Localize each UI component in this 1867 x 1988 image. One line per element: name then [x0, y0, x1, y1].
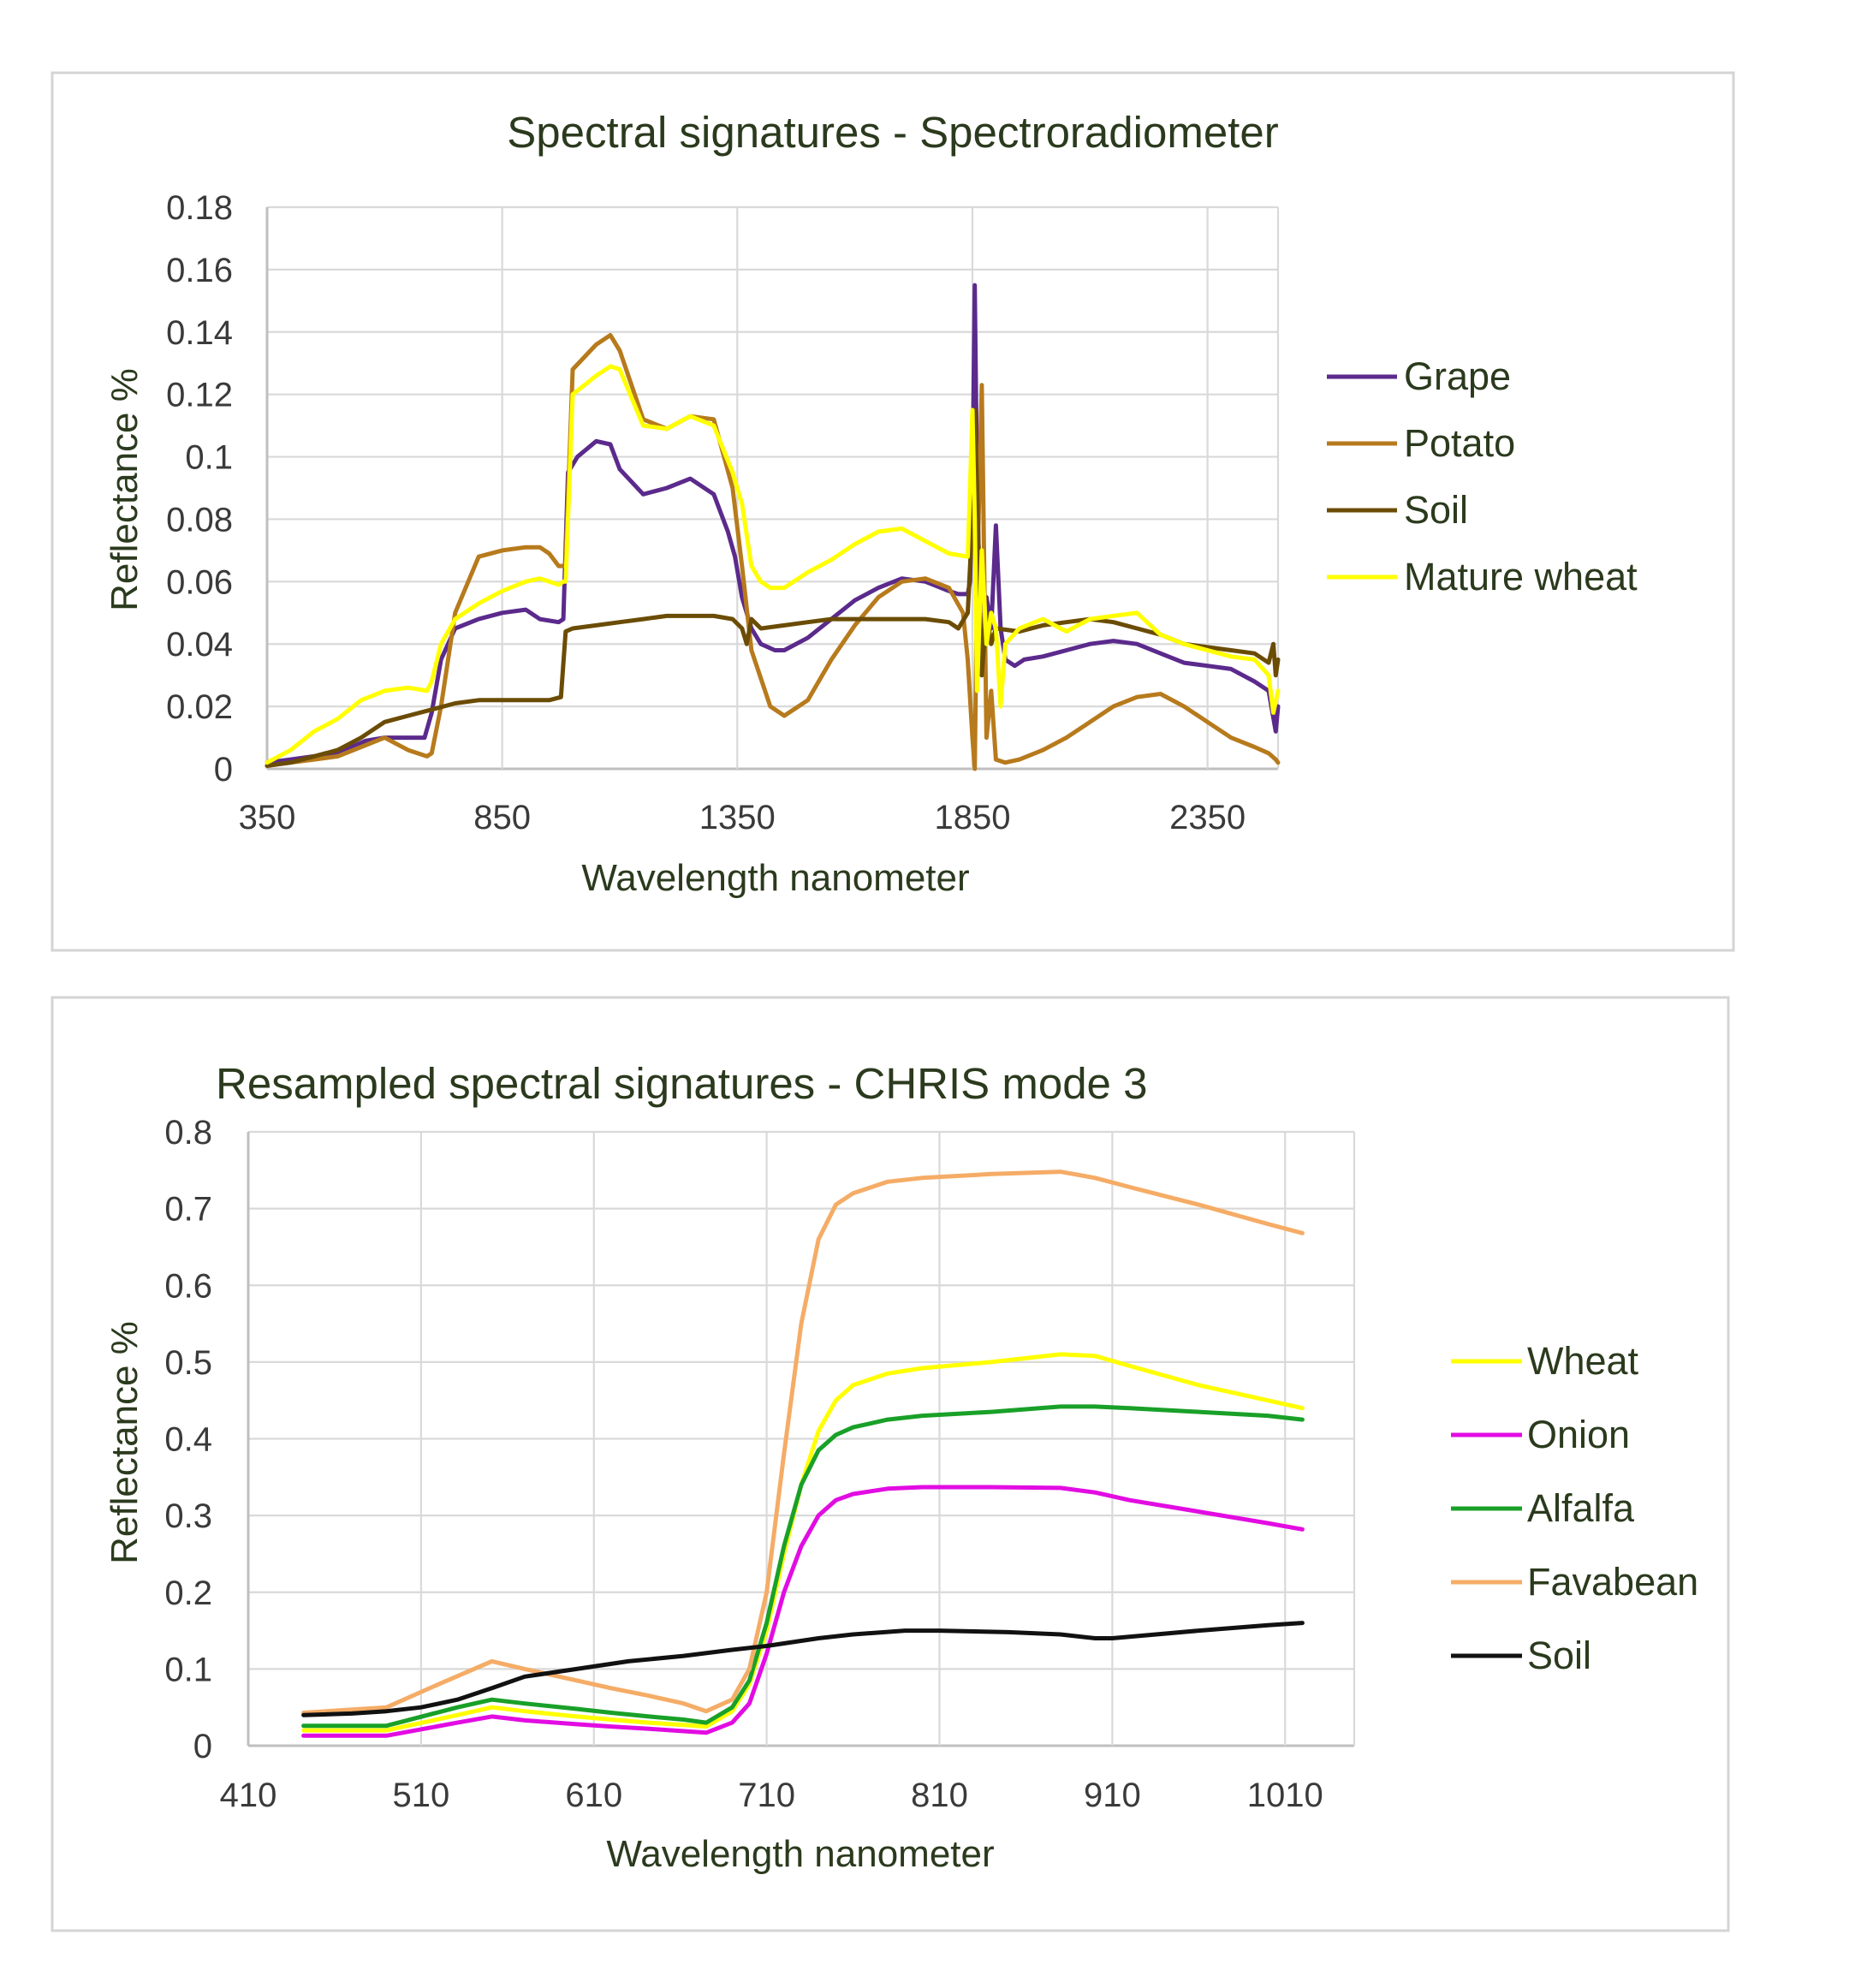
legend-label: Soil	[1404, 488, 1468, 532]
y-tick-label: 0	[193, 1728, 212, 1765]
x-tick-label: 1010	[1247, 1777, 1323, 1814]
y-tick-label: 0.2	[164, 1574, 212, 1612]
y-tick-label: 0.1	[185, 439, 233, 477]
x-tick-label: 810	[911, 1777, 968, 1814]
y-tick-label: 0.02	[166, 688, 233, 726]
y-tick-label: 0.16	[166, 252, 233, 289]
legend-item-mature-wheat: Mature wheat	[1327, 555, 1638, 598]
legend-label: Grape	[1404, 354, 1511, 398]
x-tick-label: 850	[473, 799, 531, 836]
legend-label: Onion	[1527, 1413, 1630, 1456]
chart-frame	[51, 71, 1735, 952]
chris-mode3-chart: Resampled spectral signatures - CHRIS mo…	[51, 996, 1730, 1932]
y-tick-label: 0.5	[164, 1344, 212, 1382]
y-tick-label: 0.14	[166, 314, 233, 352]
legend-label: Favabean	[1527, 1560, 1698, 1604]
series-line-soil	[265, 408, 1281, 768]
series-line-onion	[301, 1485, 1305, 1738]
y-tick-label: 0.8	[164, 1114, 212, 1152]
legend-label: Mature wheat	[1404, 555, 1638, 598]
legend: Wheat Onion Alfalfa Favabean Soil	[1451, 1339, 1698, 1677]
legend-label: Potato	[1404, 421, 1515, 465]
legend-item-onion: Onion	[1451, 1413, 1630, 1456]
y-tick-label: 0.04	[166, 626, 233, 664]
chart-title: Spectral signatures - Spectroradiometer	[507, 108, 1278, 157]
x-axis-label: Wavelength nanometer	[606, 1833, 994, 1875]
y-tick-label: 0	[214, 751, 233, 789]
x-tick-label: 910	[1084, 1777, 1141, 1814]
x-axis-label: Wavelength nanometer	[581, 857, 969, 899]
legend-item-potato: Potato	[1327, 421, 1515, 465]
legend-item-wheat: Wheat	[1451, 1339, 1639, 1383]
legend-item-soil: Soil	[1327, 488, 1468, 532]
y-axis-label: Reflectance %	[104, 368, 146, 611]
chart-frame	[51, 996, 1730, 1932]
x-tick-label: 510	[393, 1777, 450, 1814]
series-line-mature-wheat	[265, 364, 1281, 765]
chart-title: Resampled spectral signatures - CHRIS mo…	[216, 1059, 1147, 1108]
x-tick-label: 1350	[699, 799, 776, 836]
y-tick-label: 0.08	[166, 501, 233, 539]
legend-item-soil: Soil	[1451, 1634, 1591, 1677]
legend: Grape Potato Soil Mature wheat	[1327, 354, 1638, 598]
x-tick-label: 2350	[1169, 799, 1246, 836]
y-tick-label: 0.4	[164, 1421, 212, 1459]
x-tick-label: 1850	[934, 799, 1010, 836]
y-tick-label: 0.06	[166, 563, 233, 601]
y-tick-label: 0.18	[166, 189, 233, 227]
y-tick-label: 0.7	[164, 1191, 212, 1229]
legend-item-favabean: Favabean	[1451, 1560, 1698, 1604]
series-line-potato	[265, 332, 1281, 771]
y-tick-label: 0.6	[164, 1267, 212, 1305]
legend-item-alfalfa: Alfalfa	[1451, 1486, 1635, 1530]
x-tick-label: 350	[239, 799, 296, 836]
legend-label: Wheat	[1527, 1339, 1639, 1383]
legend-label: Soil	[1527, 1634, 1591, 1677]
y-tick-label: 0.12	[166, 377, 233, 414]
x-tick-label: 610	[565, 1777, 622, 1814]
y-tick-label: 0.3	[164, 1497, 212, 1535]
y-axis-label: Reflectance %	[104, 1321, 146, 1564]
spectroradiometer-chart: Spectral signatures - Spectroradiometer …	[51, 71, 1735, 952]
x-tick-label: 410	[220, 1777, 277, 1814]
series-line-grape	[265, 283, 1281, 765]
legend-item-grape: Grape	[1327, 354, 1511, 398]
y-tick-label: 0.1	[164, 1651, 212, 1688]
x-tick-label: 710	[738, 1777, 795, 1814]
series-line-soil	[301, 1621, 1305, 1717]
series-line-alfalfa	[301, 1404, 1305, 1729]
legend-label: Alfalfa	[1527, 1486, 1635, 1530]
